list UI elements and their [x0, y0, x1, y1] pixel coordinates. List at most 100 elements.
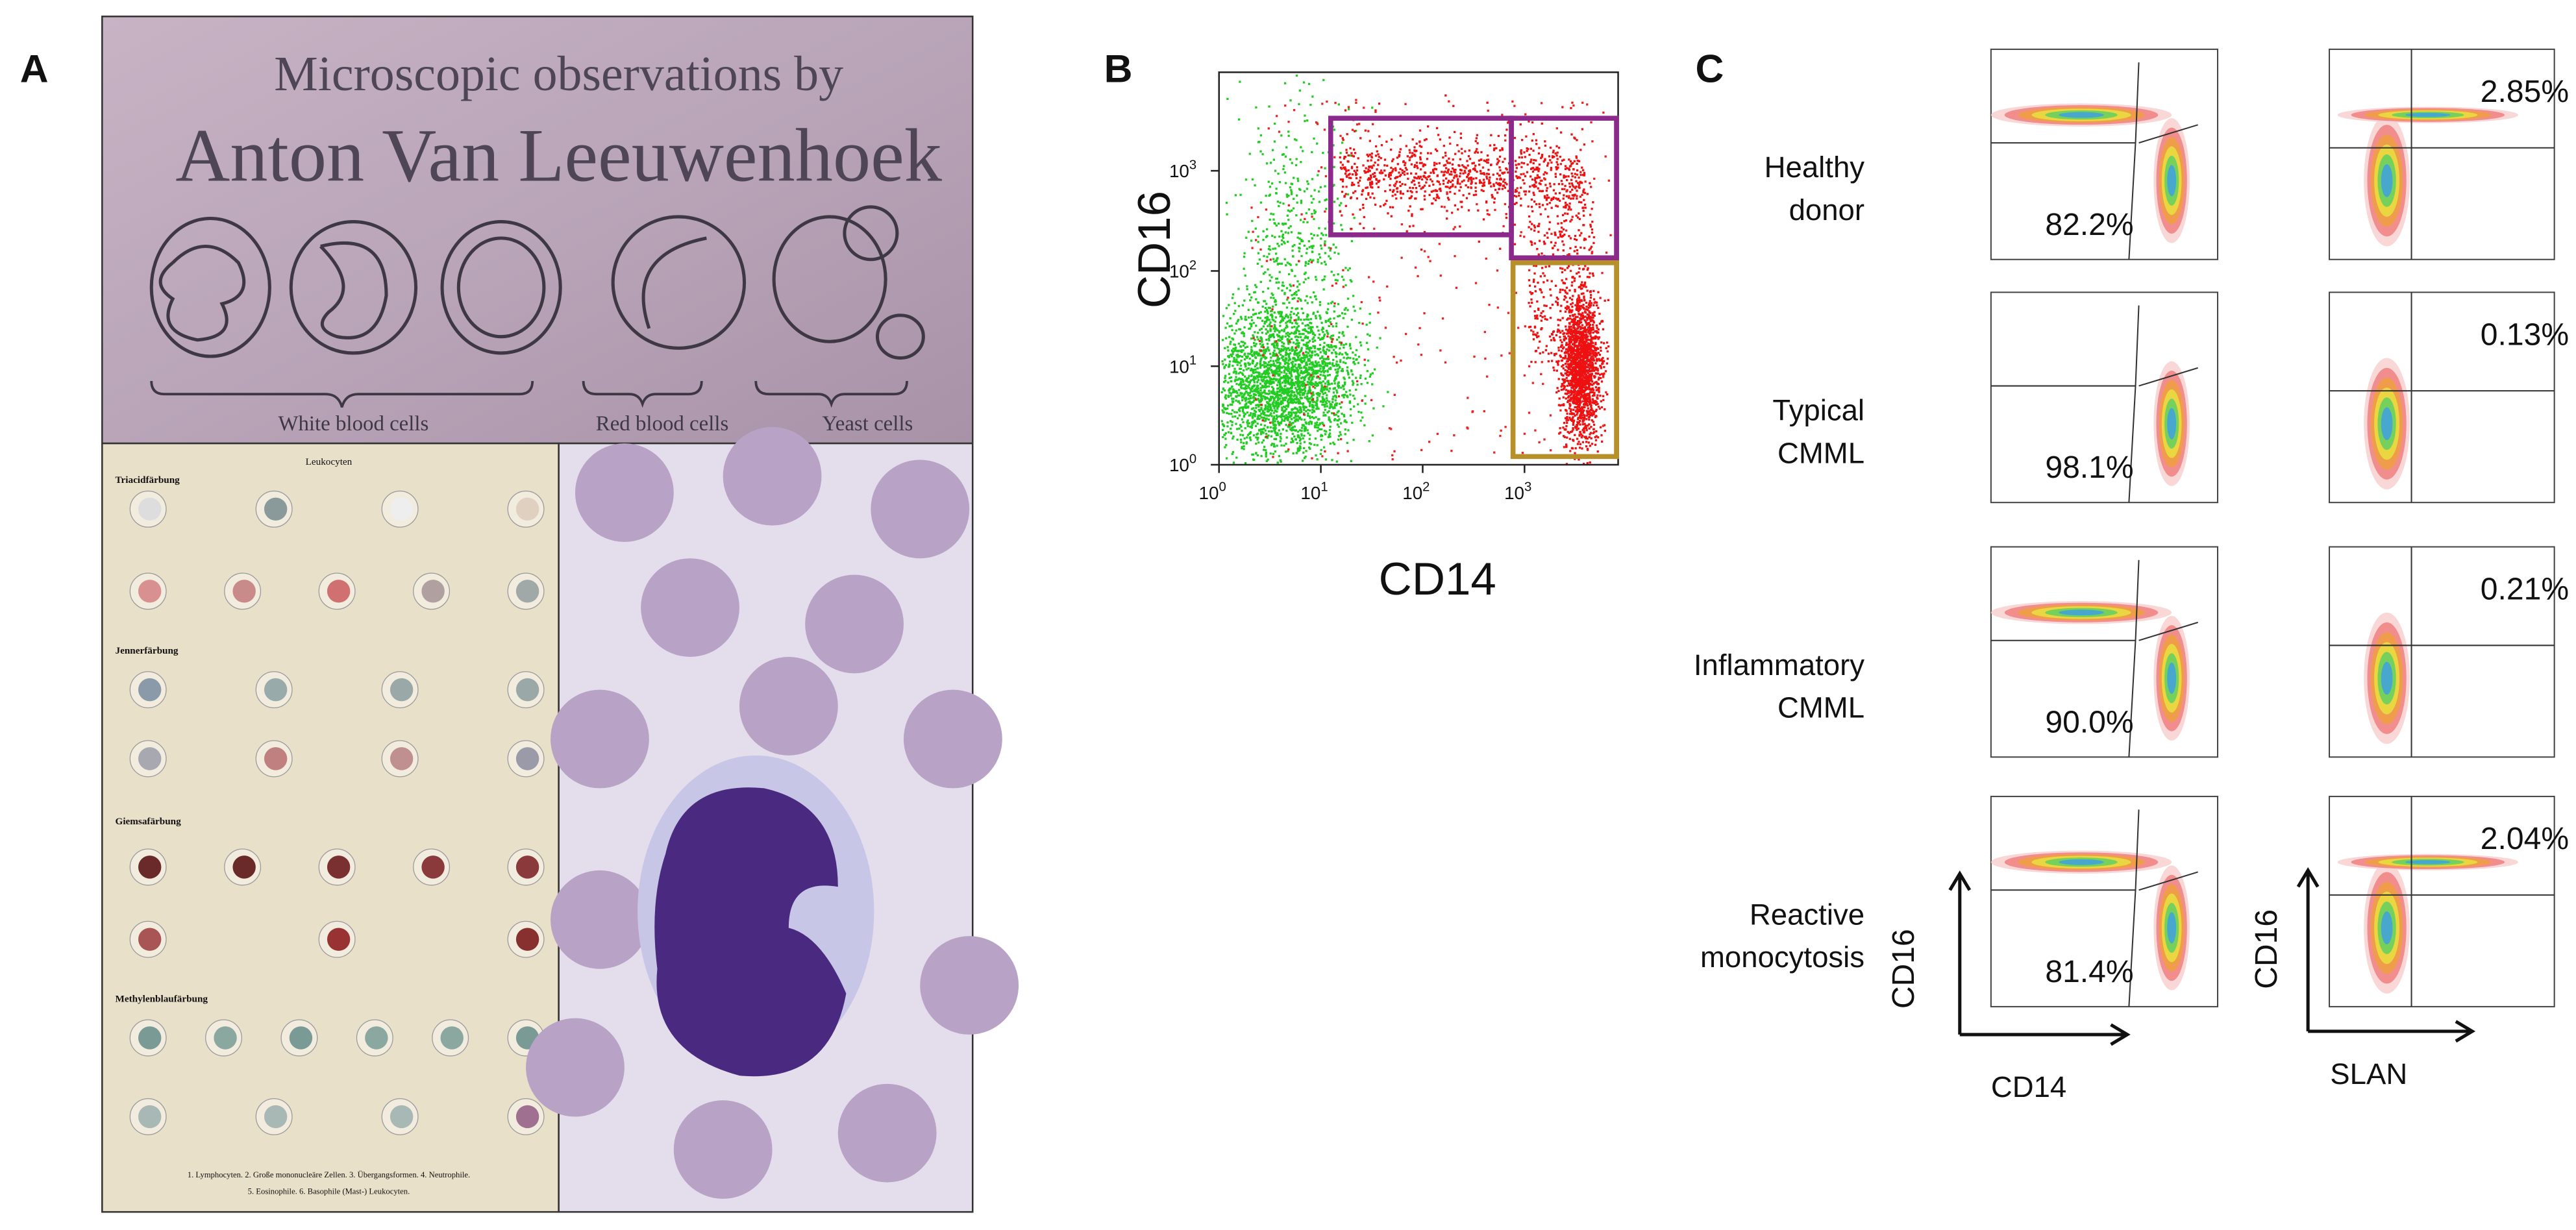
event-dot	[1265, 372, 1267, 375]
event-dot	[1549, 146, 1552, 149]
event-dot	[1263, 361, 1265, 363]
event-dot	[1284, 347, 1287, 349]
event-dot	[1265, 350, 1268, 352]
event-dot	[1283, 258, 1286, 261]
event-dot	[1581, 447, 1583, 450]
event-dot	[1335, 346, 1337, 349]
event-dot	[1348, 389, 1351, 392]
event-dot	[1589, 433, 1591, 436]
event-dot	[1262, 412, 1265, 414]
event-dot	[1589, 403, 1591, 406]
event-dot	[1333, 129, 1335, 131]
event-dot	[1248, 400, 1251, 402]
event-dot	[1404, 164, 1406, 167]
event-dot	[1266, 363, 1269, 366]
event-dot	[1518, 163, 1520, 166]
event-dot	[1329, 405, 1331, 408]
event-dot	[1278, 403, 1281, 406]
event-dot	[1239, 410, 1241, 412]
plate-nucleus	[390, 1105, 414, 1129]
event-dot	[1290, 338, 1293, 340]
event-dot	[1451, 167, 1454, 170]
event-dot	[1275, 344, 1278, 347]
event-dot	[1287, 227, 1290, 229]
event-dot	[1228, 325, 1231, 328]
event-dot	[1582, 285, 1585, 288]
event-dot	[1271, 386, 1274, 388]
event-dot	[1232, 351, 1234, 353]
event-dot	[1297, 316, 1300, 319]
event-dot	[1312, 382, 1315, 385]
plate-nucleus	[138, 678, 162, 702]
event-dot	[1346, 369, 1348, 372]
event-dot	[1258, 258, 1261, 261]
event-dot	[1566, 167, 1568, 169]
event-dot	[1291, 322, 1294, 325]
event-dot	[1322, 412, 1325, 414]
event-dot	[1579, 433, 1583, 436]
event-dot	[1278, 394, 1280, 397]
event-dot	[1278, 455, 1281, 458]
event-dot	[1343, 346, 1345, 349]
event-dot	[1566, 393, 1568, 395]
event-dot	[1270, 356, 1272, 359]
event-dot	[1536, 174, 1539, 177]
plate-nucleus	[138, 928, 162, 951]
event-dot	[1485, 201, 1488, 204]
event-dot	[1232, 409, 1234, 412]
event-dot	[1439, 138, 1441, 141]
event-dot	[1298, 359, 1300, 362]
event-dot	[1253, 379, 1256, 382]
event-dot	[1570, 332, 1573, 335]
event-dot	[1255, 298, 1257, 301]
event-dot	[1347, 160, 1350, 163]
event-dot	[1264, 271, 1267, 274]
event-dot	[1337, 363, 1340, 366]
event-dot	[1295, 339, 1298, 341]
event-dot	[1372, 173, 1374, 175]
event-dot	[1302, 328, 1304, 331]
event-dot	[1303, 377, 1306, 380]
event-dot	[1256, 423, 1259, 425]
event-dot	[1570, 398, 1573, 400]
event-dot	[1287, 359, 1290, 362]
event-dot	[1263, 397, 1267, 399]
event-dot	[1468, 170, 1472, 173]
event-dot	[1310, 195, 1313, 197]
event-dot	[1404, 162, 1407, 164]
event-dot	[1328, 367, 1331, 370]
event-dot	[1340, 343, 1343, 346]
event-dot	[1407, 210, 1410, 212]
event-dot	[1522, 162, 1526, 165]
event-dot	[1280, 312, 1283, 315]
event-dot	[1286, 326, 1289, 328]
event-dot	[1228, 336, 1231, 338]
event-dot	[1258, 375, 1261, 378]
event-dot	[1328, 374, 1331, 376]
event-dot	[1594, 336, 1597, 339]
event-dot	[1262, 372, 1265, 375]
event-dot	[1585, 401, 1587, 404]
event-dot	[1290, 424, 1293, 426]
event-dot	[1286, 400, 1289, 403]
event-dot	[1308, 415, 1311, 418]
plate-nucleus	[138, 855, 162, 879]
event-dot	[1280, 387, 1283, 390]
event-dot	[1317, 354, 1320, 357]
event-dot	[1257, 436, 1259, 439]
event-dot	[1581, 166, 1583, 169]
event-dot	[1312, 291, 1315, 294]
event-dot	[1337, 315, 1339, 317]
event-dot	[1586, 317, 1589, 319]
event-dot	[1294, 407, 1296, 410]
event-dot	[1313, 373, 1316, 375]
event-dot	[1350, 177, 1352, 179]
event-dot	[1242, 380, 1245, 382]
event-dot	[1524, 156, 1526, 158]
event-dot	[1470, 180, 1473, 183]
event-dot	[1235, 354, 1238, 356]
event-dot	[1461, 206, 1463, 208]
event-dot	[1589, 332, 1592, 335]
event-dot	[1526, 163, 1529, 166]
event-dot	[1259, 360, 1262, 363]
